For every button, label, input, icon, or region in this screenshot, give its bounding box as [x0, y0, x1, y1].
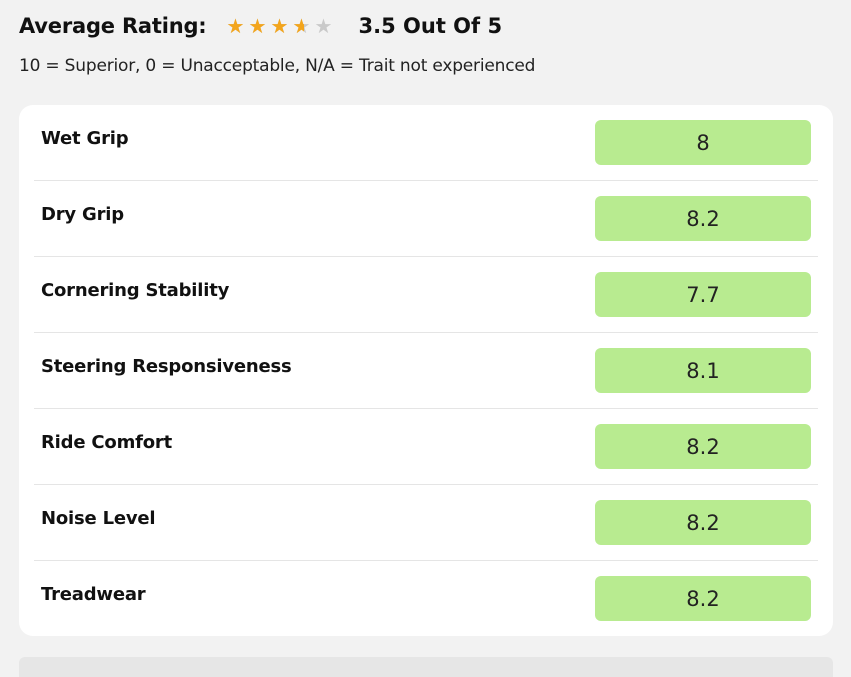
- rating-label: Cornering Stability: [41, 280, 230, 301]
- rating-value: 7.7: [595, 272, 811, 317]
- rating-row-noise-level: Noise Level 8.2: [34, 485, 818, 561]
- rating-row-steering-responsiveness: Steering Responsiveness 8.1: [34, 333, 818, 409]
- rating-scale-legend: 10 = Superior, 0 = Unacceptable, N/A = T…: [19, 56, 536, 76]
- rating-value: 8.2: [595, 196, 811, 241]
- star-icon: ★★: [314, 14, 333, 38]
- rating-score: 3.5 Out Of 5: [358, 14, 503, 38]
- star-icon: ★★: [270, 14, 289, 38]
- rating-row-cornering-stability: Cornering Stability 7.7: [34, 257, 818, 333]
- star-icon: ★★: [226, 14, 245, 38]
- rating-header: Average Rating: ★★ ★★ ★★ ★★ ★★ 3.5 Out O…: [19, 14, 502, 38]
- rating-label: Noise Level: [41, 508, 156, 529]
- rating-row-wet-grip: Wet Grip 8: [34, 105, 818, 181]
- rating-row-dry-grip: Dry Grip 8.2: [34, 181, 818, 257]
- rating-value: 8.2: [595, 500, 811, 545]
- star-rating: ★★ ★★ ★★ ★★ ★★: [227, 15, 337, 37]
- next-section-edge: [19, 657, 833, 677]
- rating-value: 8.2: [595, 424, 811, 469]
- rating-value: 8.1: [595, 348, 811, 393]
- rating-label: Steering Responsiveness: [41, 356, 292, 377]
- star-icon: ★★: [292, 14, 311, 38]
- average-rating-label: Average Rating:: [19, 14, 207, 38]
- rating-label: Ride Comfort: [41, 432, 173, 453]
- rating-row-treadwear: Treadwear 8.2: [34, 561, 818, 637]
- rating-label: Treadwear: [41, 584, 146, 605]
- rating-value: 8.2: [595, 576, 811, 621]
- rating-value: 8: [595, 120, 811, 165]
- star-icon: ★★: [248, 14, 267, 38]
- ratings-card: Wet Grip 8 Dry Grip 8.2 Cornering Stabil…: [19, 105, 833, 636]
- rating-label: Wet Grip: [41, 128, 129, 149]
- rating-label: Dry Grip: [41, 204, 124, 225]
- rating-row-ride-comfort: Ride Comfort 8.2: [34, 409, 818, 485]
